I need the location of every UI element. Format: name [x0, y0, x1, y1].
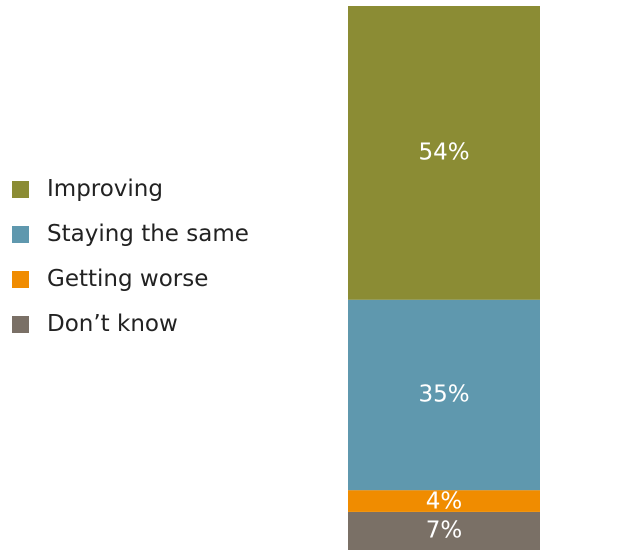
legend-item-staying-the-same: Staying the same: [12, 219, 249, 250]
bar-segment-getting-worse: [348, 490, 540, 512]
legend-swatch-staying-the-same: [12, 226, 29, 243]
legend-swatch-dont-know: [12, 316, 29, 333]
data-label-getting-worse: 4%: [426, 489, 463, 515]
legend-label-staying-the-same: Staying the same: [47, 221, 249, 247]
legend-item-dont-know: Don’t know: [12, 309, 249, 340]
chart-legend: Improving Staying the same Getting worse…: [12, 174, 249, 354]
legend-swatch-improving: [12, 181, 29, 198]
bar-segment-improving: [348, 6, 540, 300]
legend-item-improving: Improving: [12, 174, 249, 205]
data-label-improving: 54%: [418, 139, 469, 165]
data-label-staying-the-same: 35%: [418, 381, 469, 407]
legend-label-dont-know: Don’t know: [47, 311, 178, 337]
legend-label-improving: Improving: [47, 176, 163, 202]
legend-label-getting-worse: Getting worse: [47, 266, 209, 292]
bar-segment-staying-the-same: [348, 299, 540, 491]
legend-swatch-getting-worse: [12, 271, 29, 288]
data-label-dont-know: 7%: [426, 517, 463, 543]
bar-segment-dont-know: [348, 511, 540, 550]
legend-item-getting-worse: Getting worse: [12, 264, 249, 295]
